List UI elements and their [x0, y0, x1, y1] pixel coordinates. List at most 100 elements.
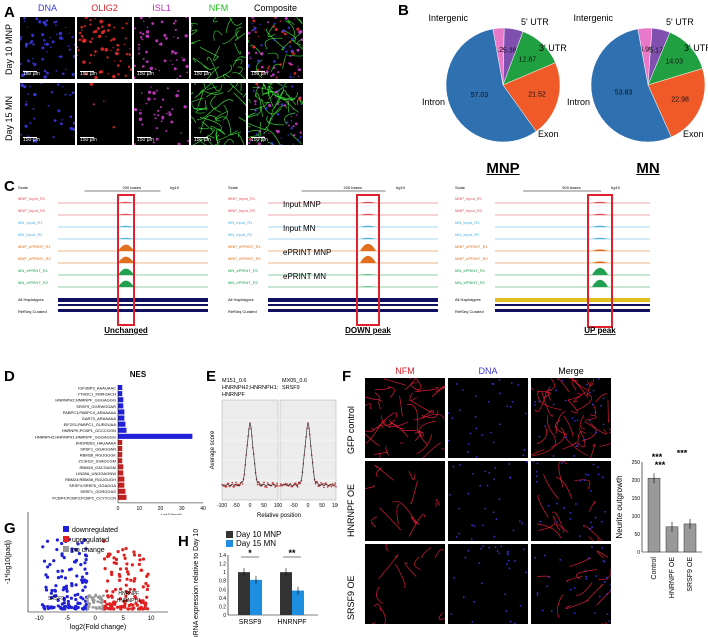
cell-dot — [20, 133, 23, 136]
fiber — [547, 388, 552, 401]
nucleus — [510, 405, 512, 408]
volcano-point — [60, 602, 65, 606]
cell-dot — [186, 71, 189, 74]
cell-dot — [64, 68, 67, 71]
scale-label: Scale — [228, 185, 239, 190]
micrograph-f-2-1 — [448, 544, 528, 624]
motif-title: HNRNPF — [222, 392, 246, 398]
cell-dot — [124, 37, 127, 40]
panel-label-b: B — [398, 2, 409, 19]
nucleus — [482, 524, 484, 527]
nucleus — [575, 503, 577, 505]
score-point — [324, 482, 327, 484]
nucleus — [494, 467, 497, 469]
cell-dot — [280, 103, 284, 106]
nucleus — [555, 502, 558, 505]
cell-dot — [255, 83, 259, 86]
fiber — [242, 92, 246, 98]
fiber — [435, 385, 445, 392]
fiber — [283, 97, 299, 113]
volcano-point — [87, 601, 90, 605]
nucleus — [494, 546, 497, 549]
nucleus — [488, 472, 491, 474]
cell-dot — [292, 108, 295, 110]
cell-dot — [116, 64, 120, 67]
fiber — [546, 414, 556, 438]
plot-panel — [221, 399, 279, 501]
micrograph-texture — [248, 83, 303, 145]
pie-value-label: 22.98 — [671, 97, 689, 104]
pie-category-label: Exon — [683, 129, 704, 139]
fiber — [232, 56, 243, 67]
pie-category-label: Intron — [567, 97, 590, 107]
volcano-point — [83, 585, 87, 589]
nucleus — [602, 423, 605, 426]
score-point — [277, 485, 279, 487]
y-tick-label: 1.4 — [219, 553, 226, 559]
cell-dot — [61, 123, 64, 125]
nucleus — [535, 475, 538, 478]
fiber — [571, 378, 589, 391]
nucleus — [555, 389, 558, 392]
track-label: MN_input_R2 — [228, 232, 253, 237]
fiber — [222, 104, 228, 121]
cell-dot — [289, 75, 292, 79]
nucleus — [601, 476, 604, 479]
fiber — [297, 38, 303, 45]
cell-dot — [176, 37, 179, 40]
fiber — [215, 99, 234, 110]
fiber — [410, 480, 418, 504]
fiber — [225, 18, 233, 34]
score-point — [284, 482, 287, 485]
nes-bar — [118, 458, 123, 464]
sig-mark: *** — [652, 452, 663, 462]
nucleus — [525, 571, 528, 574]
cell-dot — [110, 38, 113, 42]
fiber — [387, 386, 395, 398]
fiber — [214, 110, 228, 122]
nucleus — [569, 588, 572, 591]
x-tick-label: -5 — [65, 616, 71, 622]
volcano-point — [60, 541, 64, 546]
nucleus — [508, 567, 511, 570]
y-tick-label: 200 — [632, 478, 641, 484]
volcano-point — [122, 553, 126, 557]
nes-bar — [118, 488, 126, 494]
fiber — [383, 419, 408, 428]
panel-label-h: H — [178, 533, 189, 550]
scale-value: 500 bases — [562, 185, 580, 190]
y-tick-label: 50 — [634, 532, 640, 538]
micrograph-0-3: 150 µm — [191, 17, 246, 79]
x-tick-label: -10 — [35, 616, 44, 622]
cell-dot — [130, 67, 132, 72]
cell-dot — [273, 17, 276, 19]
cell-dot — [292, 76, 295, 78]
nucleus — [474, 416, 477, 418]
nes-row-label: HNRNPK;PCBP1_GCCCGGN — [62, 428, 116, 433]
cell-dot — [38, 20, 42, 24]
cell-dot — [297, 139, 300, 142]
scale-text: 150 µm — [23, 137, 40, 143]
fiber — [389, 423, 409, 438]
micrograph-texture — [531, 378, 611, 458]
nucleus — [594, 411, 597, 414]
cell-dot — [99, 19, 104, 24]
volcano-point — [87, 594, 91, 597]
cell-dot — [168, 112, 172, 117]
micrograph-0-0: 150 µm — [20, 17, 75, 79]
cell-dot — [73, 43, 75, 46]
y-tick-label: 150 — [632, 496, 641, 502]
nucleus — [598, 378, 600, 380]
cell-dot — [288, 40, 292, 44]
cell-dot — [295, 114, 298, 116]
nucleus — [565, 436, 568, 438]
fiber — [229, 83, 243, 95]
cell-dot — [80, 34, 84, 38]
volcano-point — [102, 557, 107, 561]
fiber — [588, 501, 596, 513]
cell-dot — [139, 31, 142, 34]
score-point — [225, 485, 228, 487]
cell-dot — [176, 59, 178, 61]
track-peak — [360, 286, 376, 287]
cell-dot — [105, 35, 107, 38]
